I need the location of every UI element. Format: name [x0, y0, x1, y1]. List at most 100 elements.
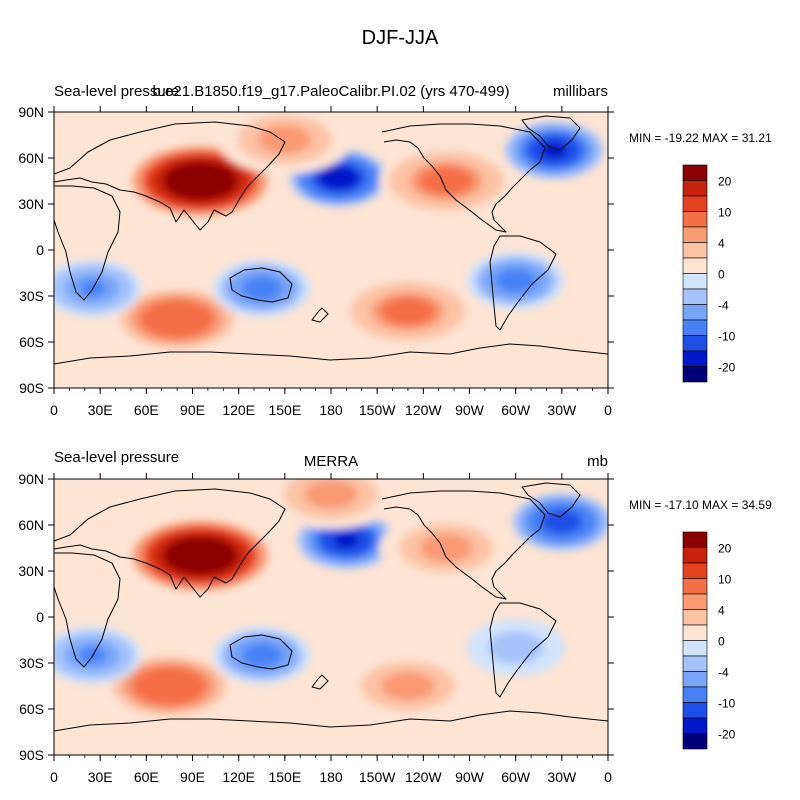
panel-merra-colorbar-box-12 — [682, 717, 708, 734]
panel-model-y-axis: 90N 60N 30N 0 30S 60S 90S — [18, 104, 614, 396]
panel-merra-colorbar: 20 10 4 0 -4 -10 -20 — [682, 531, 736, 750]
panel-model-y-tick-label-1: 60N — [18, 150, 44, 166]
panel-merra-colorbar-box-10 — [682, 686, 708, 703]
panel-merra-coast-africa — [54, 552, 121, 668]
panel-merra-variable-label: Sea-level pressure — [54, 449, 179, 466]
panel-model-feature-2-band-5 — [540, 142, 568, 159]
panel-model-x-tick-label-5: 150E — [268, 402, 301, 418]
panel-merra-colorbar-box-11 — [682, 702, 708, 719]
panel-model-y-tick-label-6: 90S — [19, 380, 44, 396]
panel-merra-case-label: MERRA — [304, 453, 358, 470]
panel-merra-y-tick-label-6: 90S — [19, 747, 44, 763]
panel-model-colorbar-box-5 — [682, 242, 708, 259]
panel-model-colorbar: 20 10 4 0 -4 -10 -20 — [682, 164, 736, 383]
panel-model-colorbar-label-2: 4 — [718, 237, 725, 251]
panel-merra-x-tick-label-9: 90W — [455, 769, 485, 785]
panel-model-colorbar-box-6 — [682, 257, 708, 274]
panel-merra-coast-south-america — [489, 602, 557, 698]
panel-merra-y-tick-label-4: 30S — [19, 655, 44, 671]
panel-model-feature-8 — [466, 252, 565, 310]
panel-merra-colorbar-label-3: 0 — [718, 635, 725, 649]
panel-model-y-tick-label-4: 30S — [19, 288, 44, 304]
panel-model-colorbar-box-3 — [682, 211, 708, 228]
panel-merra-coast-greenland — [521, 482, 581, 518]
panel-model-x-tick-label-4: 120E — [222, 402, 255, 418]
panel-model-x-tick-label-10: 60W — [501, 402, 531, 418]
panel-model-coast-africa — [54, 185, 121, 301]
panel-merra-feature-4 — [263, 479, 399, 529]
panel-model-x-tick-label-1: 30E — [88, 402, 113, 418]
panel-model-case-label: b.e21.B1850.f19_g17.PaleoCalibr.PI.02 (y… — [153, 83, 510, 100]
panel-merra-coast-australia — [229, 634, 293, 670]
panel-merra-feature-6-band-5 — [153, 676, 186, 696]
panel-model-colorbar-label-3: 0 — [718, 268, 725, 282]
panel-model-colorbar-label-5: -10 — [718, 330, 736, 344]
panel-merra-colorbar-box-5 — [682, 609, 708, 626]
panel-merra-feature-7 — [212, 626, 311, 684]
panel-merra-feature-8 — [466, 619, 565, 677]
panel-model-x-tick-label-6: 180 — [319, 402, 343, 418]
panel-merra-feature-4-band-5 — [314, 485, 348, 504]
panel-merra-y-tick-label-0: 90N — [18, 471, 44, 487]
panel-model-colorbar-box-7 — [682, 273, 708, 290]
panel-model-feature-4 — [217, 112, 353, 175]
panel-merra-colorbar-box-3 — [682, 578, 708, 595]
panel-merra-colorbar-label-0: 20 — [718, 542, 732, 556]
panel-model-x-tick-label-3: 90E — [180, 402, 205, 418]
panel-model-y-tick-label-5: 60S — [19, 334, 44, 350]
panel-merra-x-tick-label-2: 60E — [134, 769, 159, 785]
panel-merra-colorbar-box-9 — [682, 671, 708, 688]
panel-merra-feature-9 — [54, 626, 142, 684]
panel-merra-x-tick-label-5: 150E — [268, 769, 301, 785]
panel-merra-colorbar-box-6 — [682, 624, 708, 641]
panel-merra-colorbar-label-2: 4 — [718, 604, 725, 618]
panel-model-feature-0-band-5 — [183, 171, 217, 191]
panel-merra-feature-1-band-5 — [333, 532, 360, 549]
panel-model-y-tick-label-0: 90N — [18, 104, 44, 120]
panel-merra-feature-2-band-5 — [548, 513, 576, 531]
panel-model-x-tick-label-8: 120W — [405, 402, 442, 418]
panel-merra-x-tick-label-10: 60W — [501, 769, 531, 785]
panel-model-x-axis: 0 30E 60E 90E 120E 150E 180 150W 120W 90W 60W 30W 0 — [50, 106, 612, 418]
panel-merra-feature-7-band-5 — [248, 647, 275, 664]
panel-model-variable-label: Sea-level pressure — [54, 83, 179, 100]
panel-merra-x-tick-label-6: 180 — [319, 769, 343, 785]
panel-merra-colorbar-box-13 — [682, 733, 708, 750]
panel-model-colorbar-box-11 — [682, 335, 708, 352]
panel-merra-x-tick-label-0: 0 — [50, 769, 58, 785]
panel-model-colorbar-label-4: -4 — [718, 299, 729, 313]
panel-model-x-tick-label-12: 0 — [604, 402, 612, 418]
panel-model-feature-4-band-5 — [268, 130, 302, 149]
panel-model-stats-label: MIN = -19.22 MAX = 31.21 — [629, 131, 772, 145]
panel-model-feature-6 — [109, 284, 245, 354]
figure-title: DJF-JJA — [362, 27, 439, 49]
panel-model-feature-8-band-5 — [502, 272, 529, 289]
panel-model-coast-south-america — [489, 235, 557, 331]
panel-model-x-tick-label-11: 30W — [547, 402, 577, 418]
panel-merra-colorbar-label-1: 10 — [718, 573, 732, 587]
panel-merra: Sea-level pressure MERRA mb 0 30E 60E 90E 12… — [18, 449, 772, 785]
panel-model-x-tick-label-7: 150W — [359, 402, 396, 418]
panel-merra-colorbar-box-7 — [682, 640, 708, 657]
panel-merra-feature-0 — [132, 521, 268, 591]
panel-model-coast-eurasia — [54, 121, 286, 231]
panel-merra-colorbar-label-5: -10 — [718, 697, 736, 711]
panel-merra-feature-0-band-5 — [183, 546, 217, 565]
panel-model-feature-3-band-5 — [430, 171, 463, 191]
panel-model-colorbar-label-6: -20 — [718, 361, 736, 375]
panel-model-feature-1 — [289, 149, 388, 207]
panel-merra-coast-new-zealand — [311, 674, 329, 690]
panel-merra-colorbar-label-6: -20 — [718, 728, 736, 742]
panel-merra-y-tick-label-1: 60N — [18, 517, 44, 533]
panel-model-x-tick-label-2: 60E — [134, 402, 159, 418]
panel-model-x-tick-label-0: 0 — [50, 402, 58, 418]
panel-model-y-tick-label-3: 0 — [36, 242, 44, 258]
panel-model-coast-australia — [229, 267, 293, 303]
panel-merra-x-tick-label-1: 30E — [88, 769, 113, 785]
panel-model-colorbar-box-12 — [682, 350, 708, 367]
panel-model-coastlines — [54, 115, 608, 365]
panel-model-feature-5-band-5 — [391, 302, 425, 321]
panel-merra-x-tick-label-8: 120W — [405, 769, 442, 785]
panel-merra-feature-3 — [378, 513, 514, 583]
